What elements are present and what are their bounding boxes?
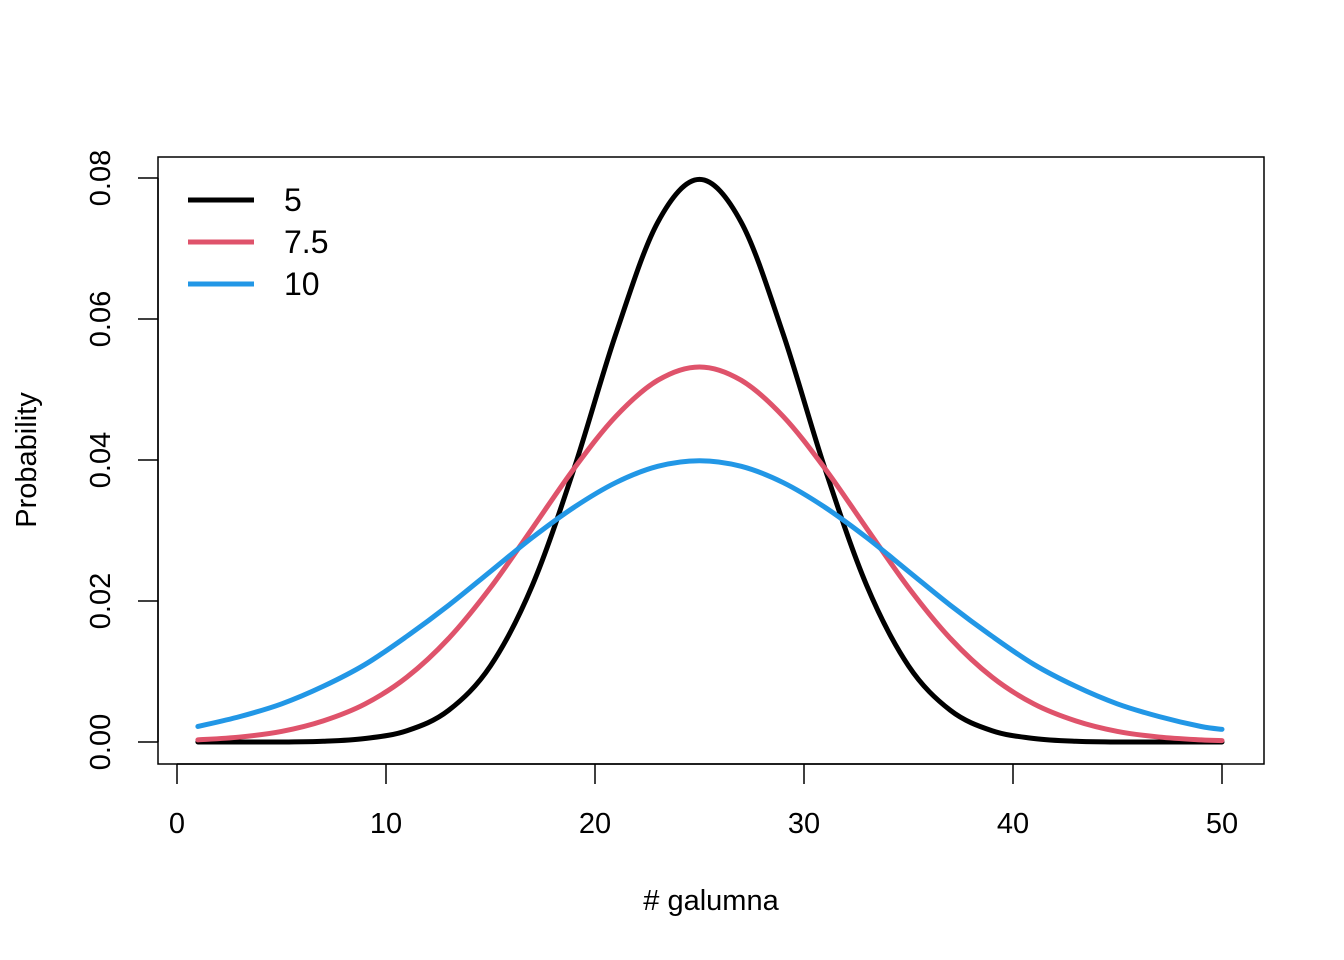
x-tick-label: 20 (579, 808, 611, 840)
x-tick-label: 40 (997, 808, 1029, 840)
y-tick-label: 0.04 (85, 432, 117, 488)
series-line-10 (195, 458, 1225, 732)
x-tick-label: 50 (1206, 808, 1238, 840)
y-tick-label: 0.08 (85, 150, 117, 206)
y-axis-title: Probability (11, 392, 43, 528)
x-axis-title: # galumna (643, 885, 779, 917)
legend: 5 7.5 10 (188, 182, 328, 302)
y-tick-label: 0.06 (85, 291, 117, 347)
y-tick-label: 0.00 (85, 714, 117, 770)
legend-label: 7.5 (284, 224, 328, 260)
series-line-5 (195, 176, 1225, 745)
x-axis: 0 10 20 30 40 50 (169, 763, 1238, 840)
legend-label: 10 (284, 266, 320, 302)
series-layer (195, 176, 1225, 745)
y-tick-label: 0.02 (85, 573, 117, 629)
x-tick-label: 10 (370, 808, 402, 840)
legend-label: 5 (284, 182, 302, 218)
x-tick-label: 0 (169, 808, 185, 840)
series-line-7-5 (195, 364, 1225, 744)
x-tick-label: 30 (788, 808, 820, 840)
y-axis: 0.00 0.02 0.04 0.06 0.08 (85, 150, 159, 770)
